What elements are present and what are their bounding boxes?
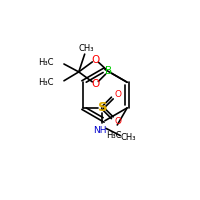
Text: O: O [91, 55, 100, 65]
Text: O: O [91, 79, 100, 89]
Text: H₃C: H₃C [39, 78, 54, 87]
Text: H₃C: H₃C [39, 58, 54, 67]
Text: H₃C: H₃C [107, 131, 122, 140]
Text: O: O [115, 117, 122, 126]
Text: S: S [98, 101, 107, 114]
Text: O: O [115, 90, 122, 99]
Text: CH₃: CH₃ [120, 133, 136, 142]
Text: CH₃: CH₃ [79, 44, 94, 53]
Text: B: B [105, 66, 112, 76]
Text: NH: NH [93, 126, 106, 135]
